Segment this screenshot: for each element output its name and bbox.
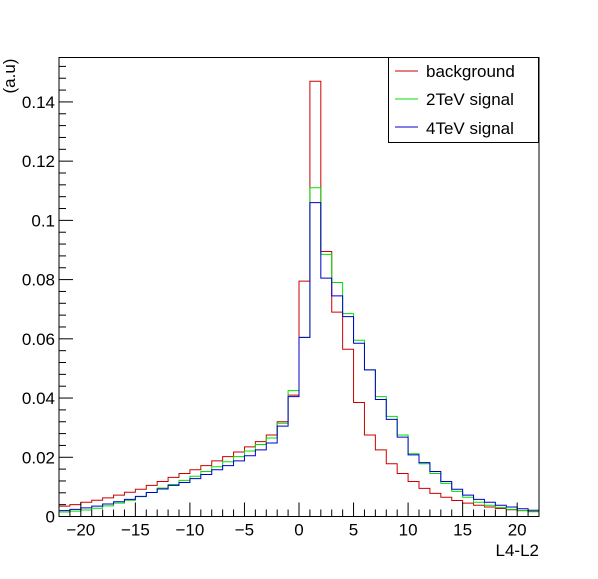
x-axis-ticks: −20 −15 −10 −5 0 5 10 15 20 xyxy=(66,502,529,540)
y-tick-label: 0 xyxy=(46,508,55,527)
x-tick-label: −20 xyxy=(66,521,95,540)
x-axis-title: L4-L2 xyxy=(496,541,539,560)
x-tick-label: −5 xyxy=(235,521,254,540)
x-tick-label: 5 xyxy=(349,521,358,540)
series-layer xyxy=(59,80,539,513)
y-tick-label: 0.14 xyxy=(22,93,55,112)
x-tick-label: 20 xyxy=(508,521,527,540)
y-tick-label: 0.06 xyxy=(22,330,55,349)
y-axis-title: (a.u) xyxy=(0,59,19,94)
legend: background 2TeV signal 4TeV signal xyxy=(388,57,539,143)
x-tick-label: 15 xyxy=(453,521,472,540)
legend-label-background: background xyxy=(426,62,515,81)
legend-box xyxy=(388,57,539,143)
y-tick-label: 0.04 xyxy=(22,389,55,408)
series-line-0 xyxy=(59,80,539,512)
x-tick-label: −10 xyxy=(175,521,204,540)
x-tick-label: 10 xyxy=(399,521,418,540)
legend-label-2tev: 2TeV signal xyxy=(426,90,514,109)
legend-label-4tev: 4TeV signal xyxy=(426,119,514,138)
series-line-2 xyxy=(59,202,539,512)
y-tick-label: 0.02 xyxy=(22,448,55,467)
y-axis-ticks: 0 0.02 0.04 0.06 0.08 0.1 0.12 0.14 xyxy=(22,65,73,527)
y-tick-label: 0.12 xyxy=(22,152,55,171)
y-tick-label: 0.1 xyxy=(31,211,55,230)
x-tick-label: 0 xyxy=(294,521,303,540)
y-tick-label: 0.08 xyxy=(22,271,55,290)
x-tick-label: −15 xyxy=(121,521,150,540)
